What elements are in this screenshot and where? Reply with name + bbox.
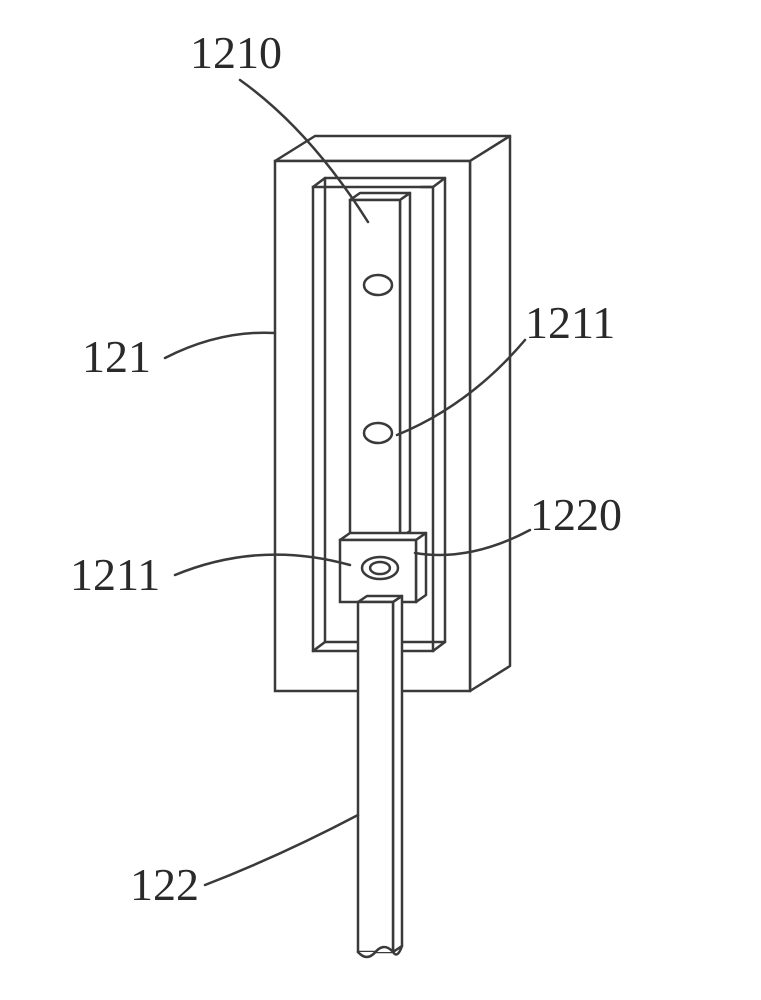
technical-drawing: 1210 121 1211 1220 1211 122 xyxy=(0,0,761,1000)
label-1220: 1220 xyxy=(530,489,622,540)
label-1211-upper: 1211 xyxy=(525,297,615,348)
label-1210: 1210 xyxy=(190,27,282,78)
label-122: 122 xyxy=(130,859,199,910)
label-121: 121 xyxy=(82,331,151,382)
label-1211-lower: 1211 xyxy=(70,549,160,600)
